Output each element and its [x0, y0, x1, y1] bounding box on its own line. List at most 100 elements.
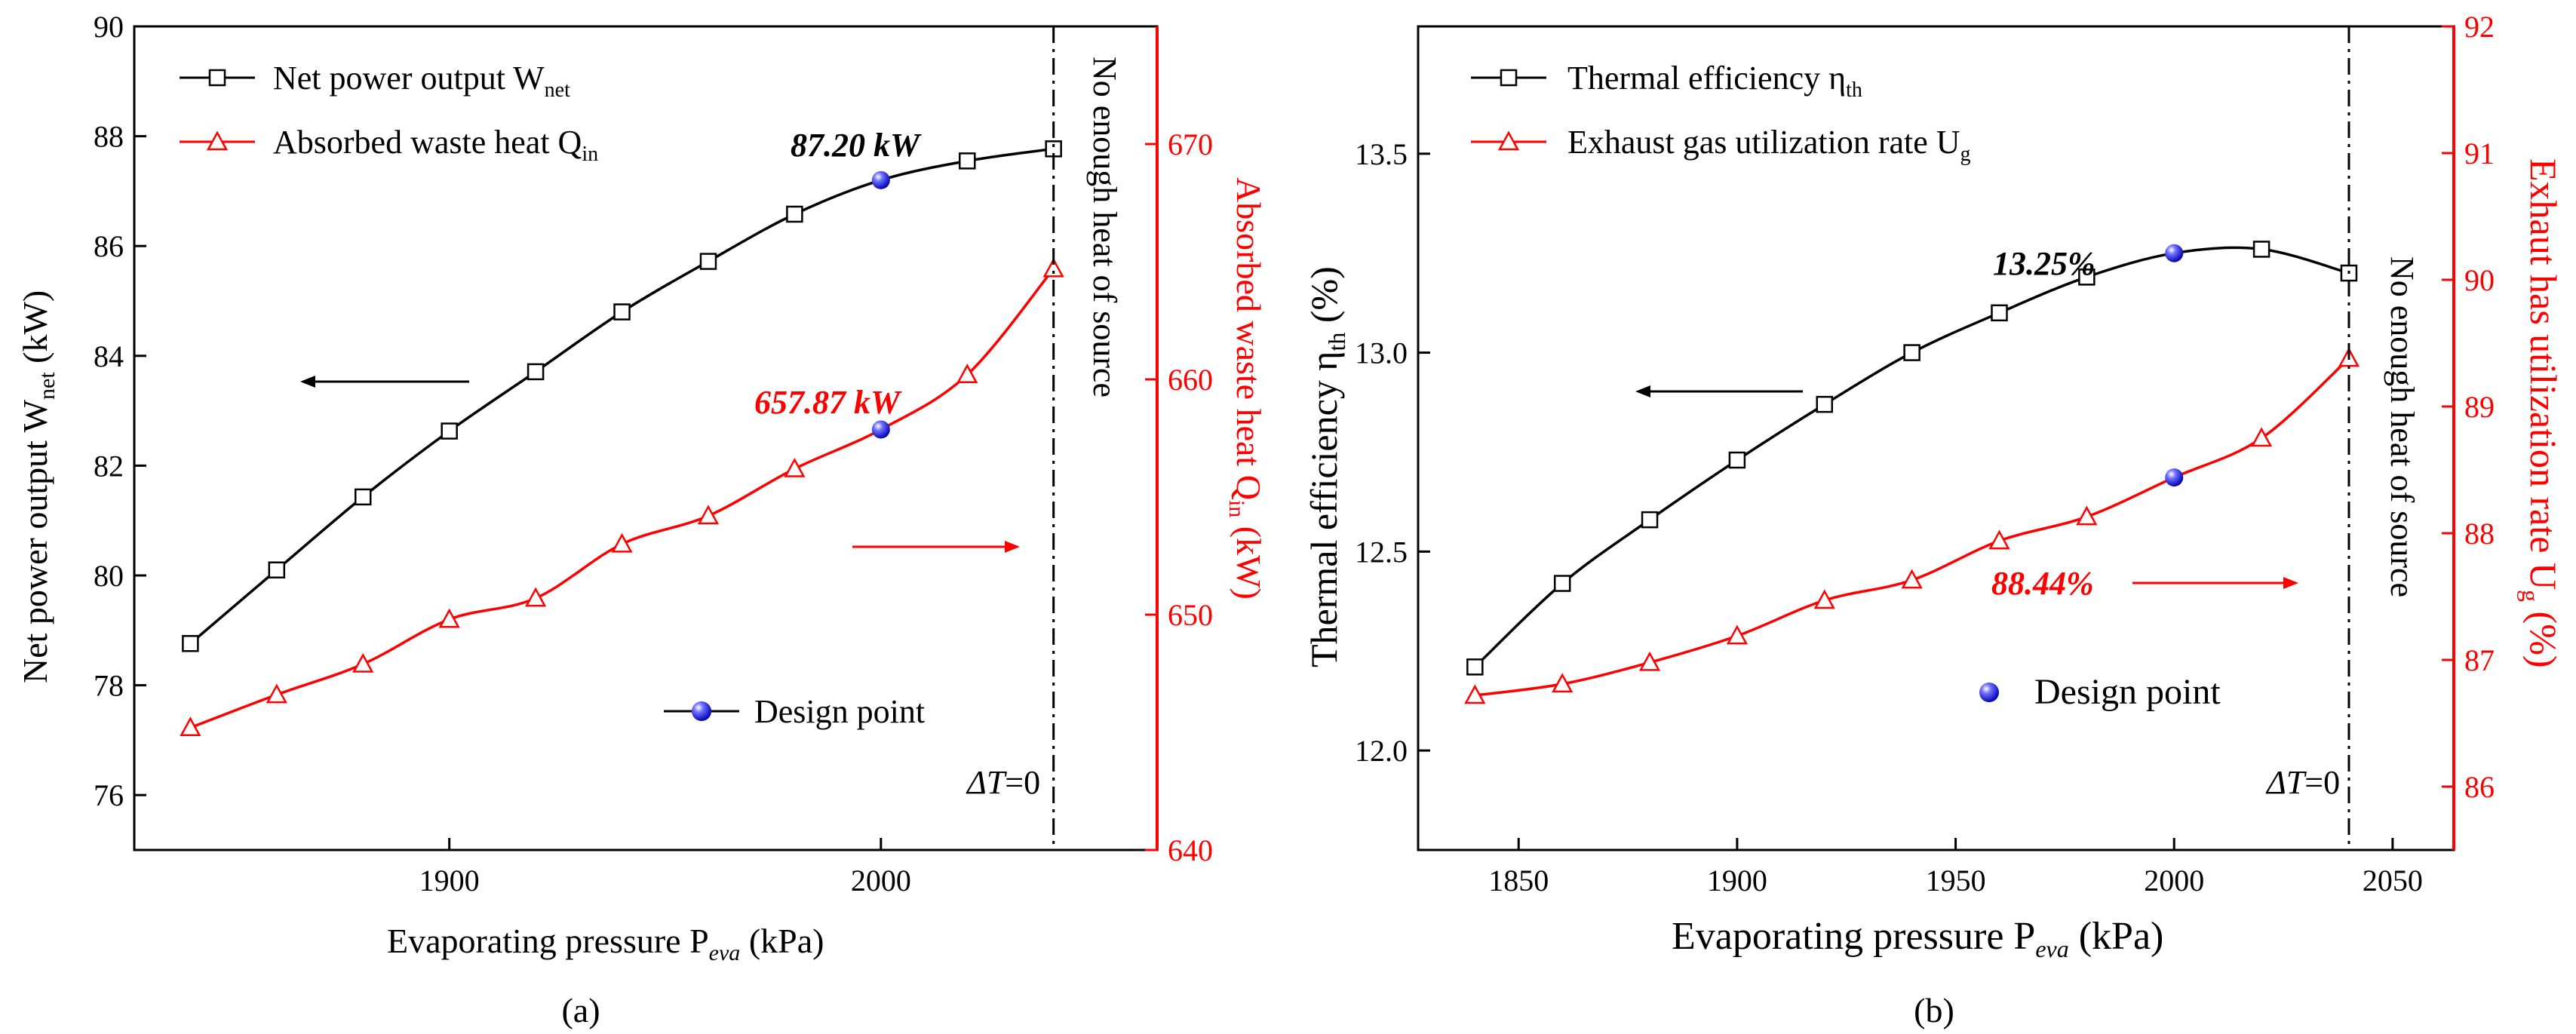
data-point	[1641, 511, 1659, 529]
annotation-heat: 657.87 kW	[754, 384, 902, 421]
data-point	[438, 608, 460, 628]
y-tick-label-left: 12.5	[1355, 535, 1408, 569]
y-tick-label-left: 80	[94, 559, 124, 593]
x-ticks: 1900 2000	[419, 838, 911, 897]
y-tick-label-right: 88	[2464, 517, 2495, 551]
series-lines	[189, 147, 1055, 729]
y-tick-label-left: 84	[94, 339, 124, 373]
legend-label-series-1: Net power output Wnet	[273, 60, 570, 102]
legend-marker-series-2	[206, 130, 229, 151]
series-lines	[1474, 246, 2350, 697]
y-tick-label-left: 82	[94, 449, 124, 483]
data-point	[786, 205, 803, 223]
data-point	[699, 253, 717, 270]
panel-label: (b)	[1914, 991, 1954, 1029]
data-point	[613, 303, 631, 321]
legend-marker-design	[1979, 683, 1999, 702]
legend-marker-design	[692, 701, 711, 721]
series-markers	[180, 140, 1064, 737]
series-line-1	[1474, 246, 2350, 668]
data-point	[1991, 304, 2008, 322]
series-line-2	[189, 268, 1055, 729]
data-point	[2250, 427, 2273, 447]
y-tick-label-left: 12.0	[1355, 734, 1408, 768]
vline-label: No enough heat of source	[1086, 57, 1123, 397]
data-point	[1552, 673, 1574, 693]
data-point	[1553, 575, 1571, 592]
x-axis-label: Evaporating pressure Peva (kPa)	[1672, 915, 2163, 962]
x-ticks: 1850 1900 1950 2000 2050	[1488, 838, 2423, 897]
y-tick-label-right: 640	[1168, 833, 1213, 867]
data-point	[2252, 241, 2271, 258]
legend: Net power output Wnet Absorbed waste hea…	[180, 60, 925, 730]
x-tick-label: 1850	[1488, 864, 1549, 897]
x-tick-label: 1950	[1926, 864, 1986, 897]
y-ticks-left: 12.0 12.5 13.0 13.5	[1355, 137, 1430, 768]
delta-t-label: ΔT=0	[2265, 764, 2340, 801]
data-point	[1728, 451, 1746, 469]
x-tick-label: 2000	[851, 864, 911, 897]
legend-label-series-2: Absorbed waste heat Qin	[273, 124, 598, 166]
series-line-1	[189, 147, 1054, 645]
x-tick-label: 1900	[1707, 864, 1767, 897]
data-point	[1816, 395, 1834, 413]
y-axis-label-right: Absorbed waste heat Qin (kW)	[1224, 177, 1268, 600]
design-point-marker	[2165, 244, 2184, 262]
data-point	[1042, 257, 1064, 278]
y-tick-label-right: 92	[2464, 10, 2495, 44]
data-point	[441, 422, 458, 440]
data-point	[268, 561, 286, 578]
legend-label-design: Design point	[2034, 672, 2221, 712]
design-points	[871, 170, 890, 439]
chart-panel-b: 1850 1900 1950 2000 2050 12.0 12.5 13.0 13.5 86…	[1303, 10, 2565, 1029]
data-point	[354, 488, 372, 506]
arrow-left-head	[300, 376, 315, 388]
data-point	[1638, 651, 1661, 671]
x-tick-label: 1900	[419, 864, 480, 897]
arrow-left-head	[1635, 385, 1650, 397]
legend-marker-series-1	[1500, 69, 1518, 87]
y-ticks-right: 86 87 88 89 90 91 92	[2442, 10, 2495, 804]
y-tick-label-left: 86	[94, 229, 124, 263]
data-point	[1466, 658, 1484, 676]
design-points	[2165, 244, 2184, 487]
data-point	[784, 457, 806, 477]
data-point	[959, 152, 976, 170]
y-tick-label-right: 670	[1168, 127, 1213, 161]
y-tick-label-right: 86	[2464, 770, 2495, 804]
data-point	[1726, 624, 1749, 645]
design-point-marker	[2165, 468, 2184, 487]
legend-marker-series-1	[208, 69, 226, 87]
legend-label-design: Design point	[754, 693, 925, 730]
data-point	[1813, 589, 1835, 609]
data-point	[697, 505, 720, 525]
y-ticks-left: 76 78 80 82 84 86 88 90	[94, 10, 146, 812]
data-point	[180, 716, 201, 737]
x-axis-label: Evaporating pressure Peva (kPa)	[387, 922, 824, 965]
y-tick-label-right: 91	[2464, 137, 2495, 170]
y-tick-label-right: 650	[1168, 598, 1213, 632]
data-point	[527, 363, 545, 381]
data-point	[1988, 529, 2010, 550]
data-point	[956, 364, 978, 384]
x-tick-label: 2050	[2363, 864, 2423, 897]
y-ticks-right: 640 650 660 670	[1145, 127, 1213, 867]
data-point	[2078, 268, 2095, 286]
data-point	[1464, 684, 1486, 704]
legend-label-series-2: Exhaust gas utilization rate Ug	[1567, 124, 1971, 166]
delta-t-label: ΔT=0	[966, 764, 1040, 801]
arrow-right-head	[1005, 541, 1020, 553]
x-tick-label: 2000	[2144, 864, 2204, 897]
data-point	[266, 683, 287, 704]
y-tick-label-left: 76	[94, 778, 124, 812]
data-point	[352, 652, 374, 673]
chart-panel-a: 1900 2000 76 78 80 82 84 86 88 90 640 650 660 670 N…	[16, 10, 1268, 1029]
legend-label-series-1: Thermal efficiency ηth	[1567, 60, 1862, 102]
data-point	[611, 532, 633, 553]
data-point	[182, 635, 199, 652]
y-tick-label-left: 78	[94, 669, 124, 703]
y-axis-label-left: Net power output Wnet (kW)	[16, 290, 60, 683]
annotation-power: 87.20 kW	[791, 127, 922, 164]
data-point	[1901, 569, 1923, 589]
